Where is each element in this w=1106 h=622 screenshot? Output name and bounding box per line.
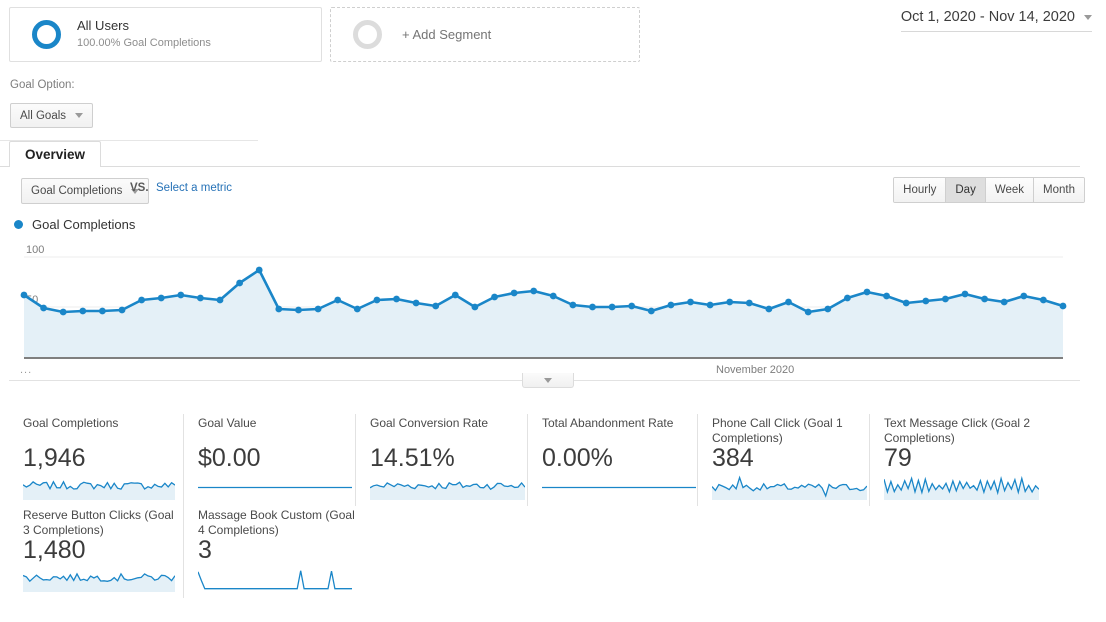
metric-card-title: Goal Value: [198, 416, 257, 430]
vs-label: VS.: [130, 182, 149, 194]
chevron-down-icon: [75, 113, 84, 118]
segment-card-all-users[interactable]: All Users 100.00% Goal Completions: [9, 7, 322, 62]
add-segment-button[interactable]: + Add Segment: [330, 7, 640, 62]
metric-card-value: 1,480: [23, 536, 86, 564]
segment-subtitle: 100.00% Goal Completions: [77, 37, 211, 50]
metric-card-goal-conversion-rate[interactable]: Goal Conversion Rate 14.51%: [355, 414, 527, 506]
sparkline: [198, 486, 352, 489]
metric-card-value: 384: [712, 444, 754, 472]
chart-collapse-handle[interactable]: [522, 373, 574, 388]
legend-label: Goal Completions: [32, 217, 136, 232]
sparkline: [712, 475, 867, 500]
metric-card-title: Massage Book Custom (Goal 4 Completions): [198, 508, 355, 537]
tab-strip: Overview: [0, 141, 1080, 167]
metric-card-text-message-click-goal-2[interactable]: Text Message Click (Goal 2 Completions) 7…: [869, 414, 1041, 506]
metric-card-title: Text Message Click (Goal 2 Completions): [884, 416, 1031, 445]
metric-cards: Goal Completions 1,946 Goal Value $0.00 Goal…: [0, 414, 1106, 598]
chevron-down-icon: [1084, 14, 1092, 20]
metric-card-phone-call-click-goal-1[interactable]: Phone Call Click (Goal 1 Completions) 384: [697, 414, 869, 506]
metric-card-total-abandonment-rate[interactable]: Total Abandonment Rate 0.00%: [527, 414, 697, 506]
chart-legend: Goal Completions: [14, 217, 135, 232]
sparkline: [198, 570, 352, 590]
metric-card-value: $0.00: [198, 444, 261, 472]
primary-metric-label: Goal Completions: [31, 185, 123, 197]
metric-card-row: Goal Completions 1,946 Goal Value $0.00 Goal…: [0, 414, 1106, 506]
metric-card-goal-value[interactable]: Goal Value $0.00: [183, 414, 355, 506]
metric-card-title: Reserve Button Clicks (Goal 3 Completion…: [23, 508, 174, 537]
metric-card-value: 3: [198, 536, 212, 564]
granularity-button-group: Hourly Day Week Month: [893, 177, 1085, 203]
chevron-down-icon: [131, 188, 140, 194]
date-range-value: Oct 1, 2020 - Nov 14, 2020: [900, 9, 1075, 25]
metric-card-massage-book-custom-goal-4[interactable]: Massage Book Custom (Goal 4 Completions)…: [183, 506, 355, 598]
metric-card-value: 79: [884, 444, 912, 472]
granularity-week[interactable]: Week: [985, 178, 1035, 202]
sparkline: [884, 475, 1039, 500]
sparkline: [23, 480, 175, 500]
metric-card-value: 0.00%: [542, 444, 613, 472]
all-goals-dropdown[interactable]: All Goals: [10, 103, 94, 128]
granularity-month[interactable]: Month: [1034, 178, 1084, 202]
metric-selector-row: Goal Completions VS. Select a metric Hou…: [0, 176, 1106, 206]
metric-card-row: Reserve Button Clicks (Goal 3 Completion…: [0, 506, 1106, 598]
metric-card-title: Goal Completions: [23, 416, 119, 430]
segment-ring-icon: [32, 20, 61, 49]
legend-dot-icon: [14, 220, 23, 229]
axis-ellipsis: ...: [20, 364, 33, 376]
metric-card-title: Total Abandonment Rate: [542, 416, 674, 430]
all-goals-dropdown-label: All Goals: [20, 109, 67, 122]
granularity-hourly[interactable]: Hourly: [894, 178, 947, 202]
chart-panel: Goal Completions 100 50 ... November 2020: [0, 212, 1080, 388]
select-a-metric-link[interactable]: Select a metric: [156, 182, 233, 194]
metric-card-goal-completions[interactable]: Goal Completions 1,946: [9, 414, 183, 506]
segment-ring-empty-icon: [353, 20, 382, 49]
goal-option-label: Goal Option:: [10, 79, 75, 91]
svg-text:100: 100: [26, 244, 44, 256]
date-range-picker[interactable]: Oct 1, 2020 - Nov 14, 2020: [900, 9, 1092, 32]
chevron-down-icon: [544, 377, 552, 383]
segment-title: All Users: [77, 18, 130, 33]
sparkline: [542, 486, 696, 489]
segment-bar: All Users 100.00% Goal Completions + Add…: [0, 0, 1106, 68]
granularity-day[interactable]: Day: [946, 178, 986, 202]
goal-option-panel: Goal Option: All Goals: [0, 68, 258, 141]
metric-card-value: 1,946: [23, 444, 86, 472]
primary-metric-dropdown[interactable]: Goal Completions: [21, 178, 150, 204]
sparkline: [23, 572, 175, 592]
metric-card-title: Phone Call Click (Goal 1 Completions): [712, 416, 843, 445]
add-segment-label: + Add Segment: [402, 27, 492, 42]
metric-card-title: Goal Conversion Rate: [370, 416, 489, 430]
tab-overview[interactable]: Overview: [9, 141, 102, 167]
x-axis-label: November 2020: [716, 364, 795, 376]
metric-card-reserve-button-clicks-goal-3[interactable]: Reserve Button Clicks (Goal 3 Completion…: [9, 506, 183, 598]
sparkline: [370, 481, 525, 500]
metric-card-value: 14.51%: [370, 444, 455, 472]
